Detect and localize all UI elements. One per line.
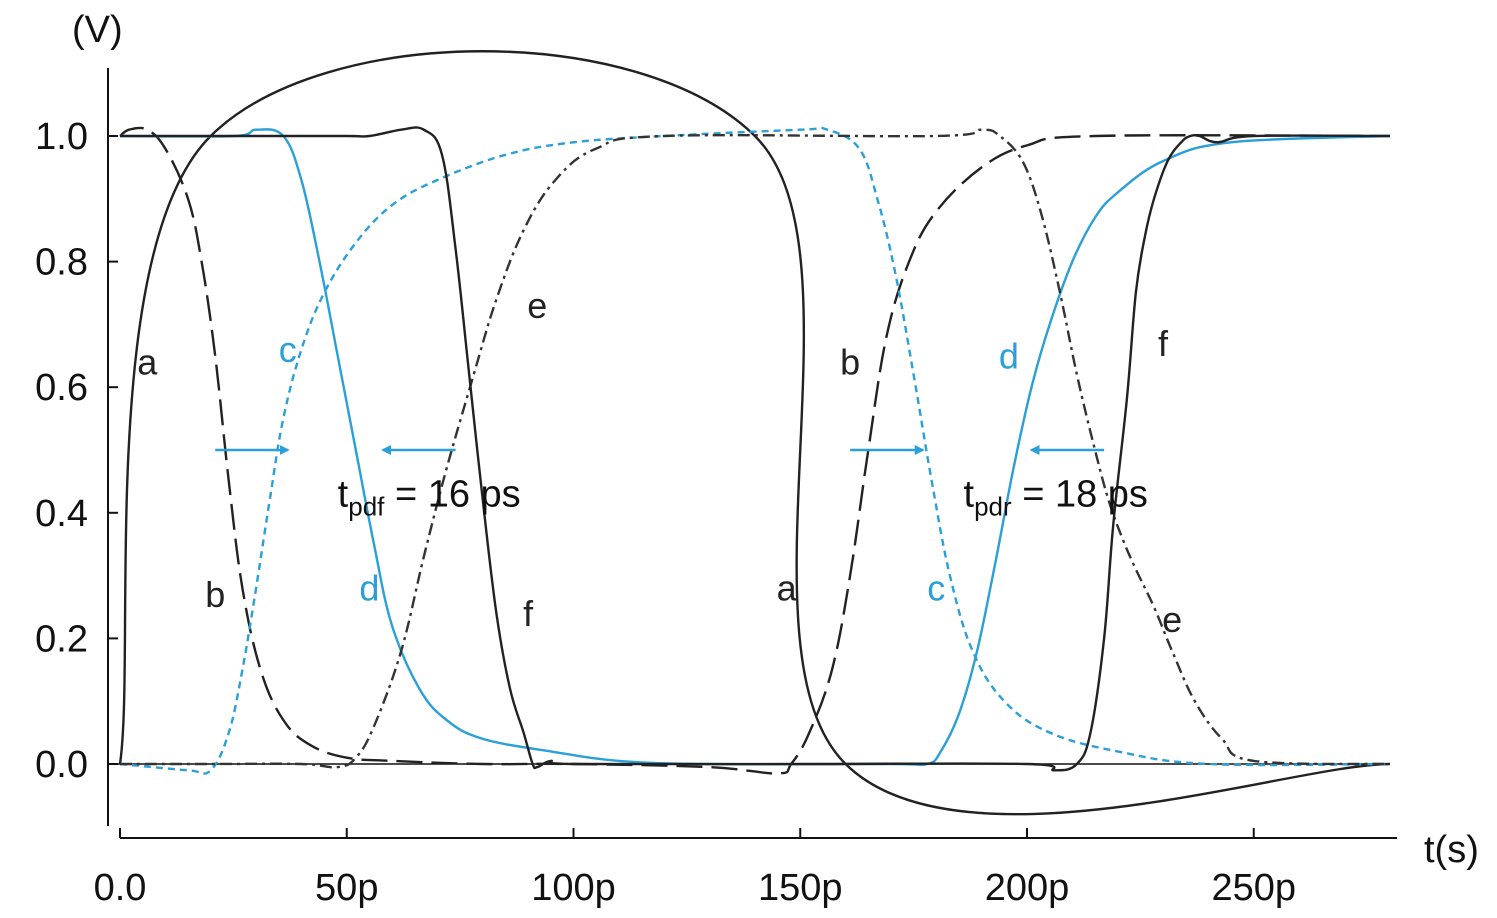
anno-subscript: pdf <box>348 492 385 522</box>
curve-label-a: a <box>137 342 158 383</box>
x-tick-label: 50p <box>315 867 378 909</box>
y-tick-label: 0.0 <box>35 744 88 786</box>
curve-label-a: a <box>777 568 798 609</box>
curve-labels: a b c d e f b a d c f e <box>137 285 1182 640</box>
x-tick-label: 0.0 <box>94 867 147 909</box>
curve-label-b: b <box>840 342 860 383</box>
curve-label-c: c <box>279 329 297 370</box>
ticks: 0.0 50p 100p 150p 200p 250p 0.0 0.2 0.4 0.6 0.8 1.0 <box>35 116 1296 909</box>
curve-label-e: e <box>1162 599 1182 640</box>
x-tick-label: 150p <box>758 867 843 909</box>
y-tick-label: 0.8 <box>35 242 88 284</box>
curve-label-b: b <box>205 574 225 615</box>
x-tick-label: 200p <box>985 867 1070 909</box>
curve-label-c: c <box>927 568 945 609</box>
series-line-f-5 <box>120 126 1390 772</box>
series-layer <box>118 50 1390 816</box>
anno-value: = 16 ps <box>384 474 520 516</box>
anno-t: t <box>338 474 349 516</box>
x-tick-label: 250p <box>1211 867 1296 909</box>
series-line-c-2 <box>119 126 1390 775</box>
anno-t: t <box>964 474 975 516</box>
curve-label-f: f <box>1158 323 1169 364</box>
y-axis-label: (V) <box>72 9 123 51</box>
anno-value: = 18 ps <box>1012 474 1148 516</box>
delay-annotation: tpdr = 18 ps <box>964 474 1148 522</box>
curve-label-d: d <box>999 335 1019 376</box>
delay-annotation: tpdf = 16 ps <box>338 474 521 522</box>
series-line-a-0 <box>118 50 1390 816</box>
x-tick-label: 100p <box>531 867 616 909</box>
series-line-e-4 <box>120 128 1390 769</box>
y-tick-label: 0.2 <box>35 618 88 660</box>
y-tick-label: 0.4 <box>35 493 88 535</box>
series-line-d-3 <box>119 128 1390 767</box>
annotations: tpdf = 16 ps tpdr = 18 ps <box>215 445 1148 522</box>
curve-label-e: e <box>527 285 547 326</box>
curve-label-f: f <box>523 593 534 634</box>
curve-label-d: d <box>359 568 379 609</box>
series-line-b-1 <box>119 126 1390 775</box>
x-axis-label: t(s) <box>1424 829 1479 871</box>
anno-subscript: pdr <box>974 492 1012 522</box>
y-tick-label: 0.6 <box>35 367 88 409</box>
y-tick-label: 1.0 <box>35 116 88 158</box>
